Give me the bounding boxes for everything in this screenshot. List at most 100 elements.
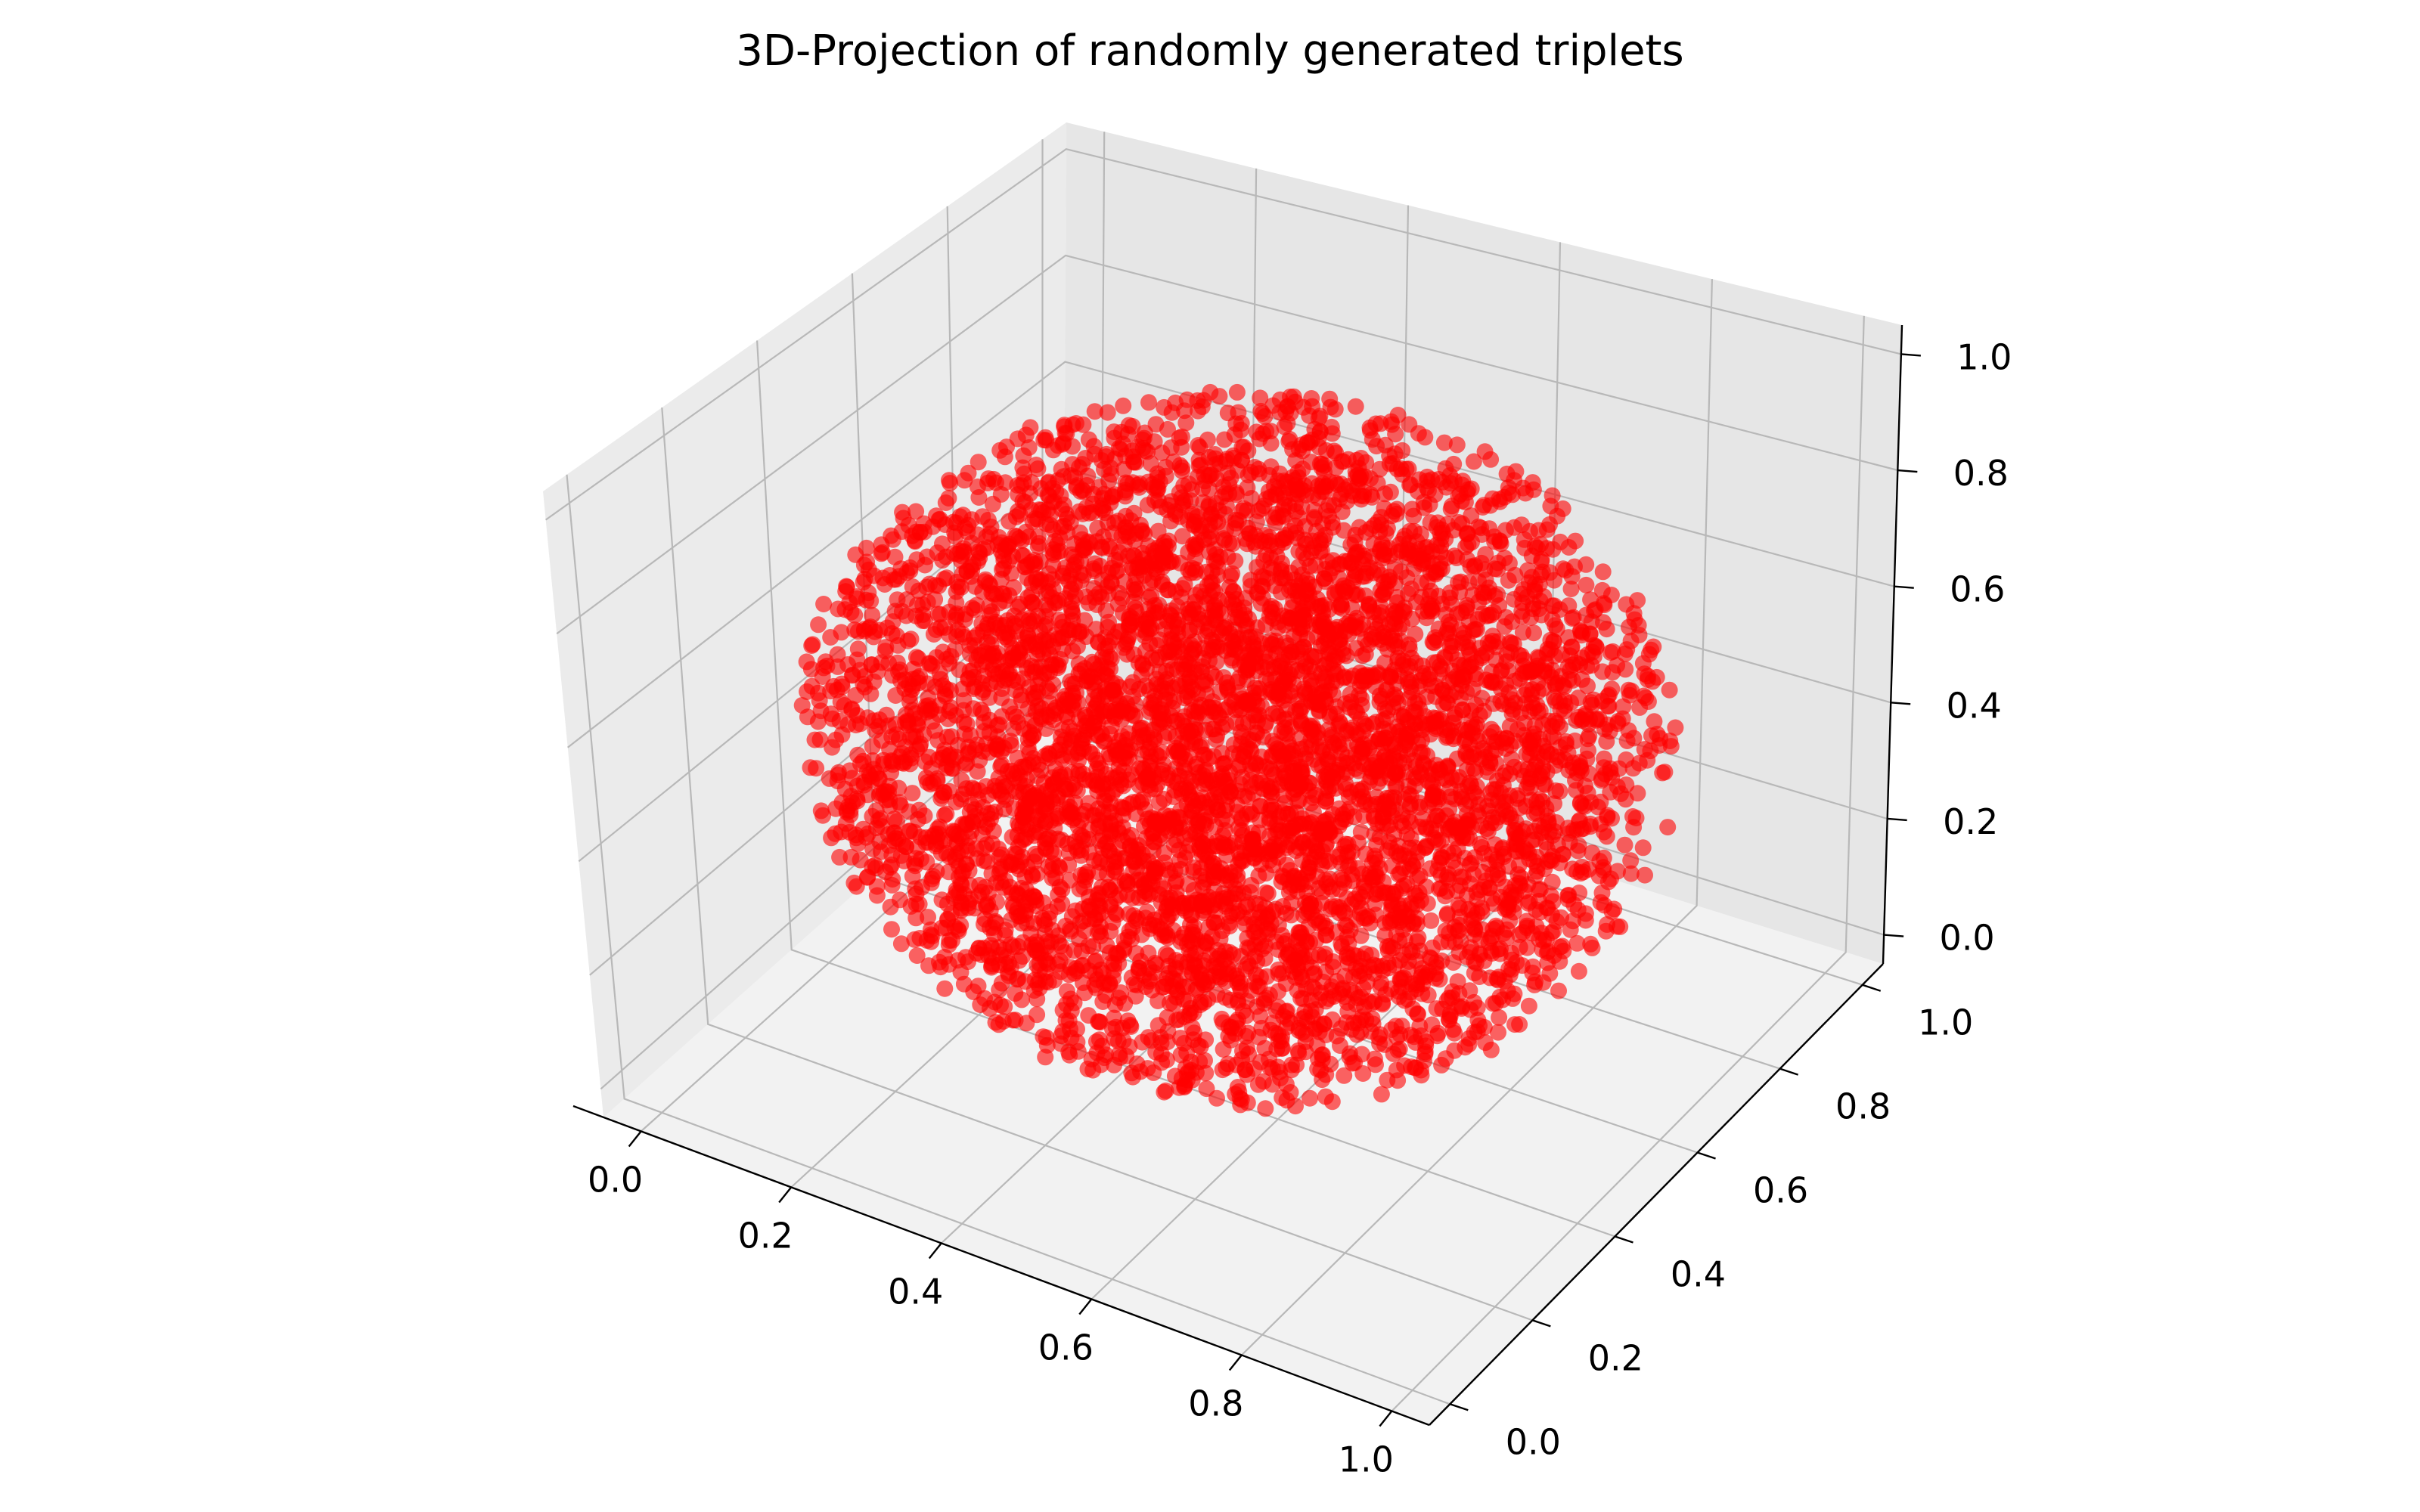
data-point [809,713,827,730]
data-point [923,760,940,777]
data-point [1554,500,1571,517]
data-point [1112,441,1129,458]
data-point [1407,654,1424,671]
data-point [1228,383,1246,401]
data-point [958,563,976,580]
data-point [1333,453,1351,470]
data-point [942,648,960,665]
data-point [1426,486,1444,503]
data-point [1320,644,1337,662]
data-point [1661,681,1678,699]
data-point [803,637,821,654]
data-point [973,674,991,692]
x-grid-line [1391,315,1865,1412]
data-point [994,561,1010,578]
data-point [886,571,903,588]
data-point [831,712,849,730]
data-point [855,574,872,590]
data-point [910,710,927,727]
data-point [1506,566,1524,584]
data-point [829,658,846,675]
data-point [1159,420,1176,438]
data-point [1177,637,1194,654]
data-point [1173,588,1190,606]
data-point [1235,438,1252,456]
data-point [1150,748,1168,765]
data-point [1050,630,1066,647]
data-point [911,524,929,541]
data-point [926,590,944,608]
data-point [1531,592,1549,609]
data-point [1022,419,1039,436]
data-point [943,728,960,745]
data-point [1441,624,1457,642]
data-point [1016,465,1033,482]
data-point [1482,451,1500,468]
data-point [1056,496,1072,513]
data-point [1139,497,1156,514]
data-point [1333,600,1351,617]
data-point [923,928,941,945]
data-point [1065,723,1082,740]
data-point [852,851,869,869]
data-point [1311,618,1328,635]
data-point [1097,504,1114,522]
data-point [1277,403,1295,420]
data-point [1539,665,1556,682]
data-point [827,731,845,748]
data-point [1115,397,1132,414]
data-point [1078,499,1095,516]
data-point [1138,559,1156,576]
data-point [1636,665,1653,683]
data-point [1040,473,1057,491]
data-point [1218,522,1234,539]
data-point [1594,663,1611,680]
data-point [1075,416,1092,433]
data-point [1063,467,1080,484]
data-point [1219,679,1236,696]
data-point [1094,993,1112,1010]
data-point [1616,836,1634,854]
data-point [1546,572,1562,589]
data-point [1080,431,1097,448]
data-point [1362,520,1379,538]
data-point [928,863,945,880]
data-point [1208,470,1225,488]
data-point [1059,510,1076,527]
data-point [849,640,867,658]
data-point [1567,532,1584,550]
data-point [964,779,981,797]
data-point [1517,485,1534,502]
data-point [913,878,930,896]
data-point [933,891,951,909]
data-point [935,570,953,587]
data-point [1382,483,1399,500]
data-point [864,606,881,624]
data-point [1448,436,1466,454]
data-point [841,594,858,611]
data-point [1086,403,1103,420]
axis-lines [572,324,1903,1427]
data-point [833,624,850,641]
data-point [1195,392,1212,409]
data-point [833,823,850,841]
data-point [904,785,921,802]
data-point [1403,580,1420,597]
data-point [982,518,1000,535]
data-point [1283,599,1301,616]
data-point [911,674,927,692]
data-point [1019,626,1036,643]
data-point [945,513,962,531]
data-point [1154,555,1171,572]
data-point [1409,483,1426,500]
data-point [1246,459,1263,476]
data-point [916,807,933,825]
data-point [1262,559,1280,576]
data-point [1115,460,1133,478]
data-point [1187,587,1205,604]
data-point [831,848,849,866]
data-point [870,717,887,735]
data-point [988,737,1006,754]
data-point [1562,581,1580,597]
